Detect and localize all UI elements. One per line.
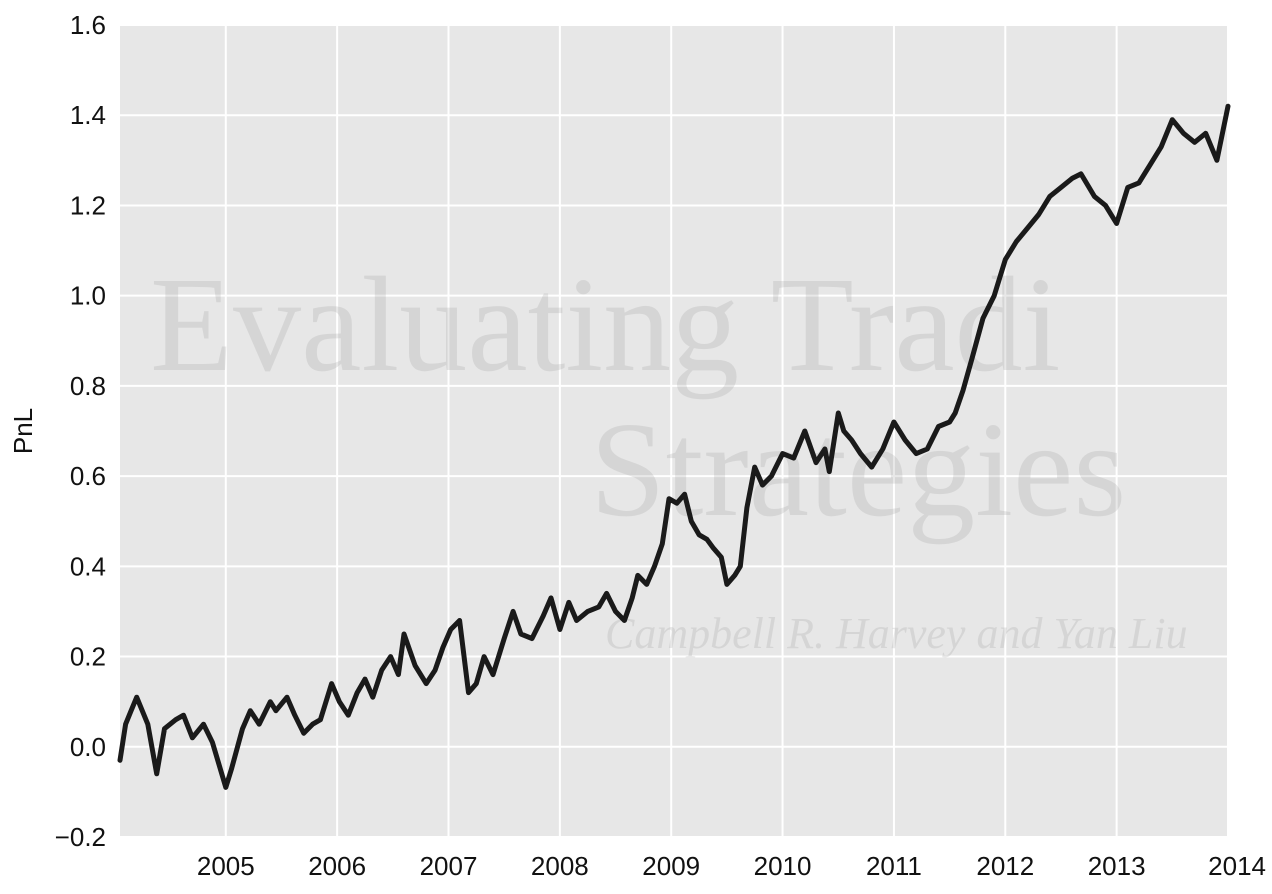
y-tick-label: 1.2 bbox=[70, 190, 106, 220]
x-tick-label: 2008 bbox=[531, 851, 589, 881]
y-tick-label: −0.2 bbox=[55, 822, 106, 852]
watermark-line-2: Strategies bbox=[590, 395, 1126, 545]
y-tick-label: 0.2 bbox=[70, 642, 106, 672]
x-tick-label: 2009 bbox=[642, 851, 700, 881]
x-tick-label: 2007 bbox=[420, 851, 478, 881]
x-tick-label: 2014 bbox=[1208, 851, 1266, 881]
x-tick-label: 2006 bbox=[308, 851, 366, 881]
plot-area bbox=[120, 25, 1228, 837]
y-axis-tick-labels: −0.2 0.0 0.2 0.4 0.6 0.8 1.0 1.2 1.4 1.6 bbox=[55, 10, 106, 852]
y-tick-label: 1.6 bbox=[70, 10, 106, 40]
gridlines bbox=[120, 24, 1229, 838]
x-tick-label: 2010 bbox=[754, 851, 812, 881]
watermark-line-1: Evaluating Tradi bbox=[150, 250, 1060, 400]
x-tick-label: 2012 bbox=[976, 851, 1034, 881]
watermark-line-3: Campbell R. Harvey and Yan Liu bbox=[605, 609, 1188, 658]
y-tick-label: 1.0 bbox=[70, 281, 106, 311]
pnl-series-line bbox=[117, 103, 1231, 790]
y-tick-label: 0.4 bbox=[70, 551, 106, 581]
x-tick-label: 2011 bbox=[866, 851, 922, 881]
y-tick-label: 1.4 bbox=[70, 100, 106, 130]
y-tick-label: 0.6 bbox=[70, 461, 106, 491]
x-tick-label: 2013 bbox=[1088, 851, 1146, 881]
x-axis-tick-labels: 2005 2006 2007 2008 2009 2010 2011 2012 2013 2014 bbox=[197, 851, 1266, 881]
y-tick-label: 0.8 bbox=[70, 371, 106, 401]
x-tick-label: 2005 bbox=[197, 851, 255, 881]
y-axis-label: PnL bbox=[8, 408, 38, 454]
y-tick-label: 0.0 bbox=[70, 732, 106, 762]
watermark: Evaluating Tradi Strategies Campbell R. … bbox=[150, 250, 1188, 658]
